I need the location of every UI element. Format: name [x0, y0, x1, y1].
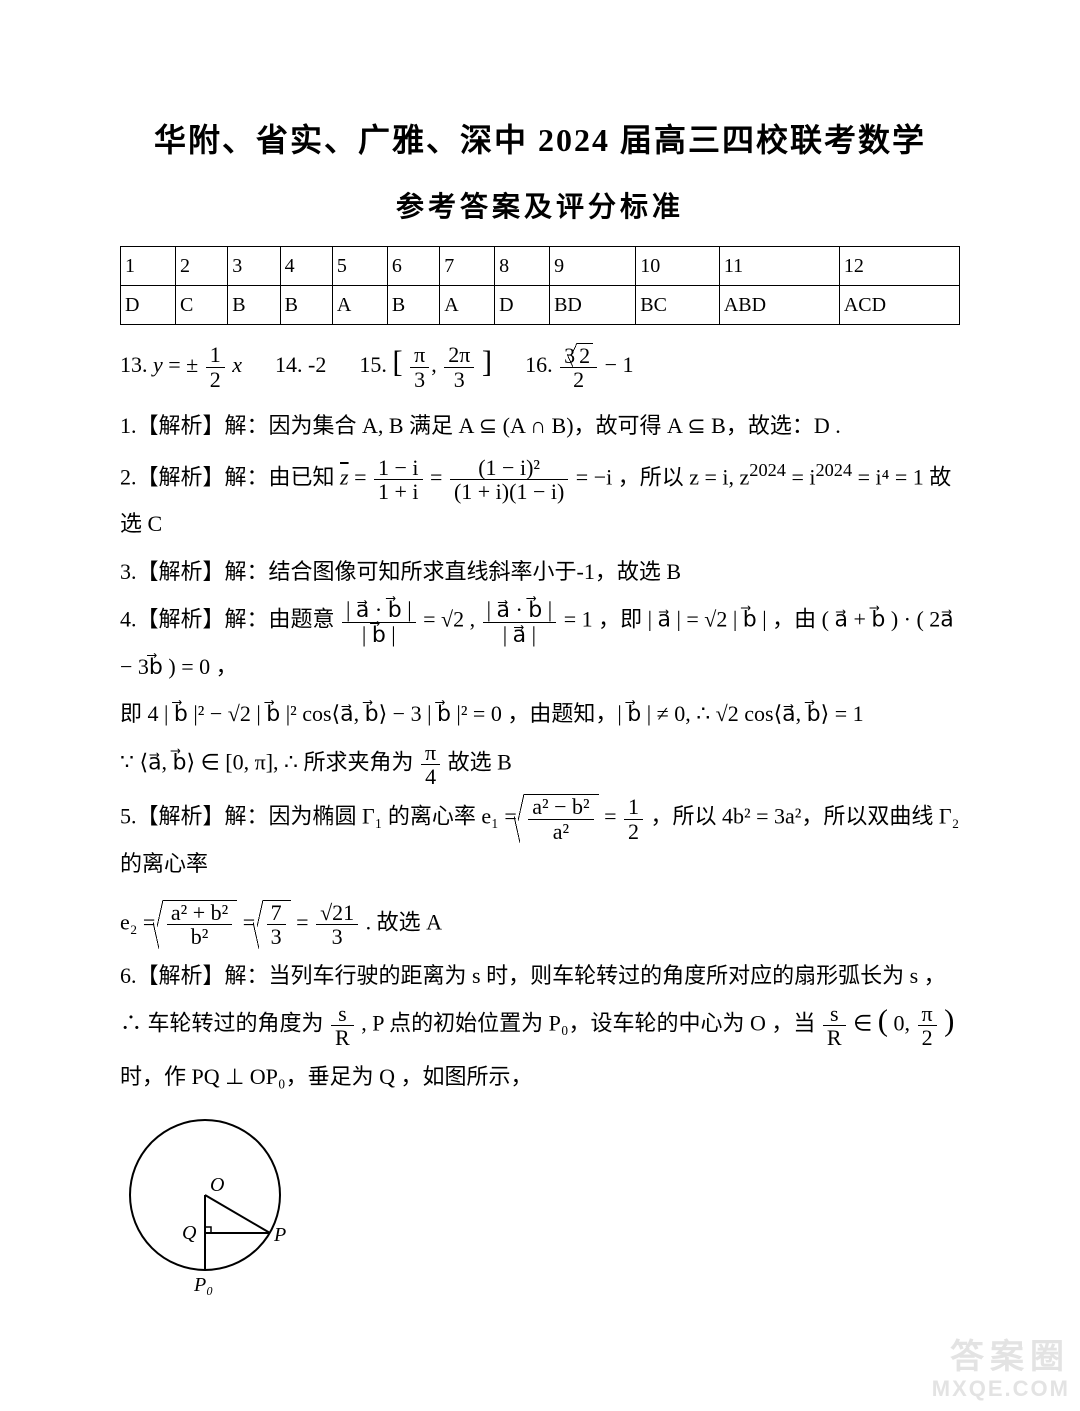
- table-cell: A: [440, 285, 495, 324]
- label-Q: Q: [182, 1222, 197, 1244]
- q16-label: 16.: [525, 352, 553, 377]
- text: 故选 B: [448, 750, 512, 775]
- solution-6-line2: ∴ 车轮转过的角度为 sR , P 点的初始位置为 P₀，设车轮的中心为 O ，…: [120, 1002, 960, 1049]
- q16-tail: − 1: [605, 352, 634, 377]
- solution-6-line3: 时，作 PQ ⊥ OP₀，垂足为 Q ，如图所示，: [120, 1056, 960, 1098]
- table-cell: A: [332, 285, 387, 324]
- text: = i: [791, 464, 815, 489]
- q15-label: 15.: [359, 352, 387, 377]
- table-cell: 12: [839, 246, 959, 285]
- wheel-diagram: O Q P P₀: [120, 1115, 960, 1309]
- table-cell: B: [387, 285, 439, 324]
- solution-6-line1: 6.【解析】解：当列车行驶的距离为 s 时，则车轮转过的角度所对应的扇形弧长为 …: [120, 955, 960, 997]
- page-title: 华附、省实、广雅、深中 2024 届高三四校联考数学: [120, 110, 960, 171]
- text: = √2 ,: [423, 607, 480, 632]
- text: ∴ 车轮转过的角度为: [120, 1011, 329, 1036]
- answer-table: 1 2 3 4 5 6 7 8 9 10 11 12 D C B B A B A…: [120, 246, 960, 325]
- q14-label: 14.: [275, 352, 303, 377]
- exp: 2024: [749, 460, 786, 480]
- page-subtitle: 参考答案及评分标准: [120, 181, 960, 234]
- q14-value: -2: [308, 352, 326, 377]
- table-cell: BC: [636, 285, 720, 324]
- table-cell: 6: [387, 246, 439, 285]
- q13-label: 13.: [120, 352, 153, 377]
- text: =: [354, 464, 372, 489]
- solution-4-line1: 4.【解析】解：由题意 | a⃗ · b⃗ || b⃗ | = √2 , | a…: [120, 598, 960, 687]
- solution-2: 2.【解析】解：由已知 z = 1 − i1 + i = (1 − i)²(1 …: [120, 453, 960, 545]
- solution-5-line1: 5.【解析】解：因为椭圆 Γ₁ 的离心率 e₁ = a² − b²a² = 12…: [120, 794, 960, 884]
- table-row: 1 2 3 4 5 6 7 8 9 10 11 12: [121, 246, 960, 285]
- table-cell: 4: [280, 246, 332, 285]
- solution-3: 3.【解析】解：结合图像可知所求直线斜率小于-1，故选 B: [120, 551, 960, 593]
- solution-4-line2: 即 4 | b⃗ |² − √2 | b⃗ |² cos⟨a⃗, b⃗⟩ − 3…: [120, 693, 960, 735]
- text: ∈: [853, 1011, 878, 1036]
- text: 2.【解析】解：由已知: [120, 464, 340, 489]
- table-cell: 8: [495, 246, 550, 285]
- table-cell: C: [175, 285, 227, 324]
- label-P0: P₀: [193, 1274, 213, 1295]
- text: =: [296, 910, 314, 935]
- table-row: D C B B A B A D BD BC ABD ACD: [121, 285, 960, 324]
- table-cell: BD: [550, 285, 636, 324]
- table-cell: ACD: [839, 285, 959, 324]
- text: , P 点的初始位置为 P₀，设车轮的中心为 O ，当: [361, 1011, 821, 1036]
- table-cell: B: [280, 285, 332, 324]
- table-cell: D: [495, 285, 550, 324]
- text: =: [430, 464, 448, 489]
- text: = −i ，所以 z = i, z: [576, 464, 749, 489]
- label-O: O: [210, 1174, 224, 1196]
- table-cell: 9: [550, 246, 636, 285]
- table-cell: 11: [719, 246, 839, 285]
- table-cell: ABD: [719, 285, 839, 324]
- text: 5.【解析】解：因为椭圆 Γ₁ 的离心率 e₁ =: [120, 804, 522, 829]
- table-cell: 10: [636, 246, 720, 285]
- watermark-line2: MXQE.COM: [932, 1377, 1070, 1401]
- table-cell: D: [121, 285, 176, 324]
- fill-in-row: 13. y = ± 12 x 14. -2 15. [ π3, 2π3 ] 16…: [120, 343, 960, 391]
- table-cell: 5: [332, 246, 387, 285]
- solution-5-line2: e₂ = a² + b²b² = 73 = √213 . 故选 A: [120, 900, 960, 948]
- label-P: P: [273, 1224, 286, 1246]
- text: ∵ ⟨a⃗, b⃗⟩ ∈ [0, π], ∴ 所求夹角为: [120, 750, 419, 775]
- table-cell: 2: [175, 246, 227, 285]
- table-cell: 3: [228, 246, 280, 285]
- table-cell: 1: [121, 246, 176, 285]
- text: . 故选 A: [366, 910, 442, 935]
- table-cell: 7: [440, 246, 495, 285]
- table-cell: B: [228, 285, 280, 324]
- text: 0,: [894, 1011, 911, 1036]
- solution-4-line3: ∵ ⟨a⃗, b⃗⟩ ∈ [0, π], ∴ 所求夹角为 π4 故选 B: [120, 741, 960, 788]
- solution-1: 1.【解析】解：因为集合 A, B 满足 A ⊆ (A ∩ B)，故可得 A ⊆…: [120, 405, 960, 447]
- text: =: [604, 804, 622, 829]
- exp: 2024: [815, 460, 852, 480]
- text: 4.【解析】解：由题意: [120, 607, 340, 632]
